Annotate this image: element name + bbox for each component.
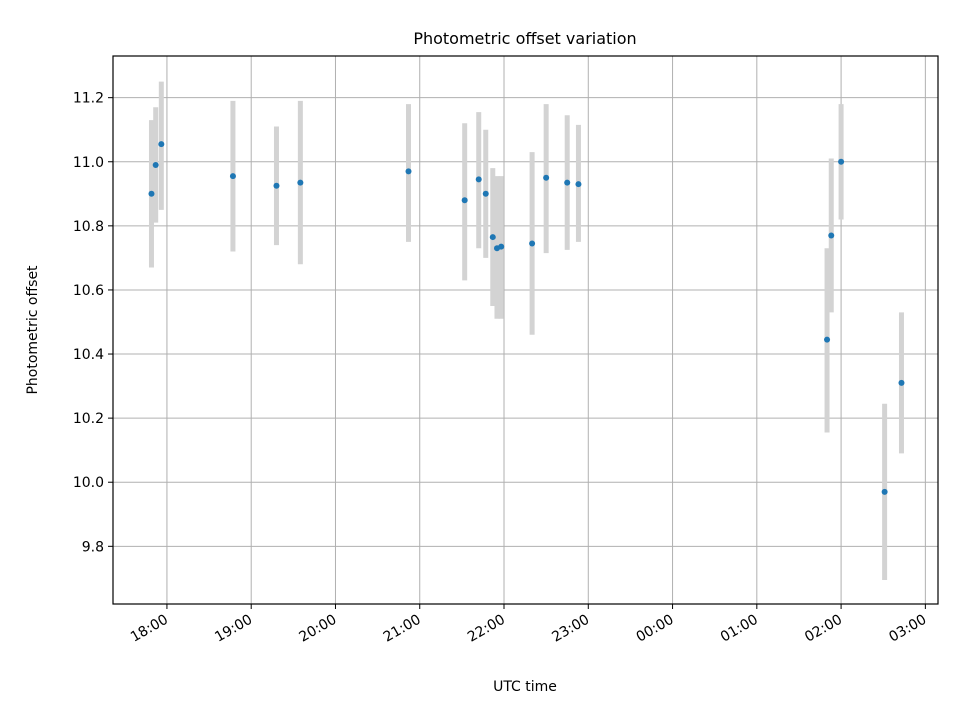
y-axis-label: Photometric offset xyxy=(25,265,41,395)
x-axis-label: UTC time xyxy=(493,679,557,695)
data-point xyxy=(824,336,831,343)
data-point xyxy=(498,243,505,250)
data-point xyxy=(543,174,550,181)
y-tick-label: 9.8 xyxy=(82,539,104,555)
chart-title: Photometric offset variation xyxy=(413,29,636,48)
y-tick-label: 10.8 xyxy=(73,219,104,235)
data-point xyxy=(489,234,496,241)
x-tick-label: 00:00 xyxy=(634,612,677,646)
data-point xyxy=(564,179,571,186)
y-tick-label: 10.0 xyxy=(73,475,104,491)
data-point xyxy=(148,190,155,197)
data-point xyxy=(158,141,165,148)
y-tick-label: 10.2 xyxy=(73,411,104,427)
data-point xyxy=(482,190,489,197)
data-point xyxy=(273,182,280,189)
data-point xyxy=(229,173,236,180)
y-tick-label: 10.6 xyxy=(73,283,104,299)
x-tick-label: 22:00 xyxy=(465,612,508,646)
data-point xyxy=(575,181,582,188)
y-axis-ticks: 9.8 10.0 10.2 10.4 10.6 10.8 11.0 11.2 xyxy=(73,91,113,555)
data-point xyxy=(152,161,159,168)
x-tick-label: 01:00 xyxy=(718,612,761,646)
data-points xyxy=(148,141,905,495)
x-tick-label: 03:00 xyxy=(886,612,929,646)
y-tick-label: 10.4 xyxy=(73,347,104,363)
grid xyxy=(113,56,938,604)
y-tick-label: 11.2 xyxy=(73,91,104,107)
error-bars xyxy=(148,81,904,580)
x-tick-label: 20:00 xyxy=(297,612,340,646)
data-point xyxy=(881,488,888,495)
data-point xyxy=(461,197,468,204)
y-tick-label: 11.0 xyxy=(73,155,104,171)
data-point xyxy=(529,240,536,247)
plot-frame xyxy=(112,55,939,605)
x-axis-ticks: 18:00 19:00 20:00 21:00 22:00 23:00 00:00 01:00… xyxy=(128,604,929,646)
data-point xyxy=(475,176,482,183)
x-tick-label: 23:00 xyxy=(549,612,592,646)
data-point xyxy=(297,179,304,186)
data-point xyxy=(828,232,835,239)
data-point xyxy=(898,379,905,386)
x-tick-label: 19:00 xyxy=(212,612,255,646)
x-tick-label: 02:00 xyxy=(802,612,845,646)
data-point xyxy=(838,158,845,165)
x-tick-label: 21:00 xyxy=(381,612,424,646)
data-point xyxy=(405,168,412,175)
x-tick-label: 18:00 xyxy=(128,612,171,646)
